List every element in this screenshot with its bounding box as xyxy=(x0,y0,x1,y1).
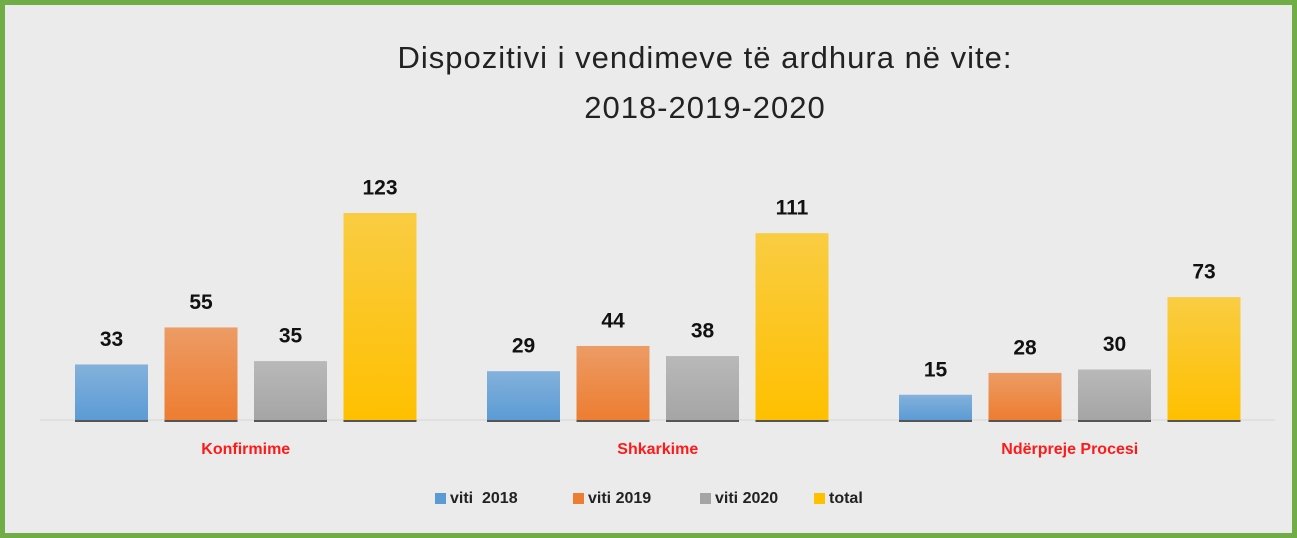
data-label: 30 xyxy=(1103,333,1126,356)
bar-base xyxy=(1167,420,1241,422)
bar xyxy=(899,394,972,420)
legend-label: viti 2019 xyxy=(588,490,651,507)
bar-base xyxy=(254,420,327,422)
data-label: 38 xyxy=(691,320,715,343)
legend-label: total xyxy=(829,490,863,507)
bar-base xyxy=(75,420,148,422)
bar-base xyxy=(899,420,972,422)
legend-label: viti 2018 xyxy=(450,490,518,507)
data-label: 44 xyxy=(601,309,625,332)
x-tick-label: Shkarkime xyxy=(617,441,698,458)
bar-base xyxy=(487,420,560,422)
legend-label: viti 2020 xyxy=(715,490,778,507)
bar-base xyxy=(576,420,650,422)
bar-base xyxy=(1078,420,1151,422)
data-label: 55 xyxy=(189,291,213,314)
x-tick-label: Konfirmime xyxy=(201,441,290,458)
data-label: 29 xyxy=(512,335,535,358)
bar xyxy=(1078,369,1151,420)
bar xyxy=(75,364,148,420)
bar-base xyxy=(343,420,417,422)
legend-swatch xyxy=(700,493,711,504)
legend-swatch xyxy=(814,493,825,504)
bar-base xyxy=(755,420,829,422)
bar-base xyxy=(988,420,1062,422)
bar xyxy=(487,371,560,420)
data-label: 28 xyxy=(1013,336,1037,359)
data-label: 33 xyxy=(100,328,123,351)
data-label: 35 xyxy=(279,325,303,348)
data-label: 15 xyxy=(924,358,948,381)
bar xyxy=(576,345,650,420)
bar xyxy=(666,356,739,420)
data-label: 73 xyxy=(1192,261,1215,284)
bar xyxy=(254,361,327,420)
chart: 33 55 35 123 Konfirmime 29 44 38 111 Shkarkime 15 2… xyxy=(40,177,1275,507)
x-tick-label: Ndërpreje Procesi xyxy=(1001,441,1138,458)
bar xyxy=(1167,297,1241,420)
bar-base xyxy=(666,420,739,422)
legend-swatch xyxy=(435,493,446,504)
data-label: 111 xyxy=(776,197,809,220)
bar xyxy=(988,372,1062,420)
bar xyxy=(164,327,238,420)
legend-swatch xyxy=(573,493,584,504)
bar xyxy=(755,233,829,420)
data-label: 123 xyxy=(362,177,397,200)
chart-title: Dispozitivi i vendimeve të ardhura në vi… xyxy=(397,40,1013,125)
bar xyxy=(343,213,417,420)
bar-base xyxy=(164,420,238,422)
